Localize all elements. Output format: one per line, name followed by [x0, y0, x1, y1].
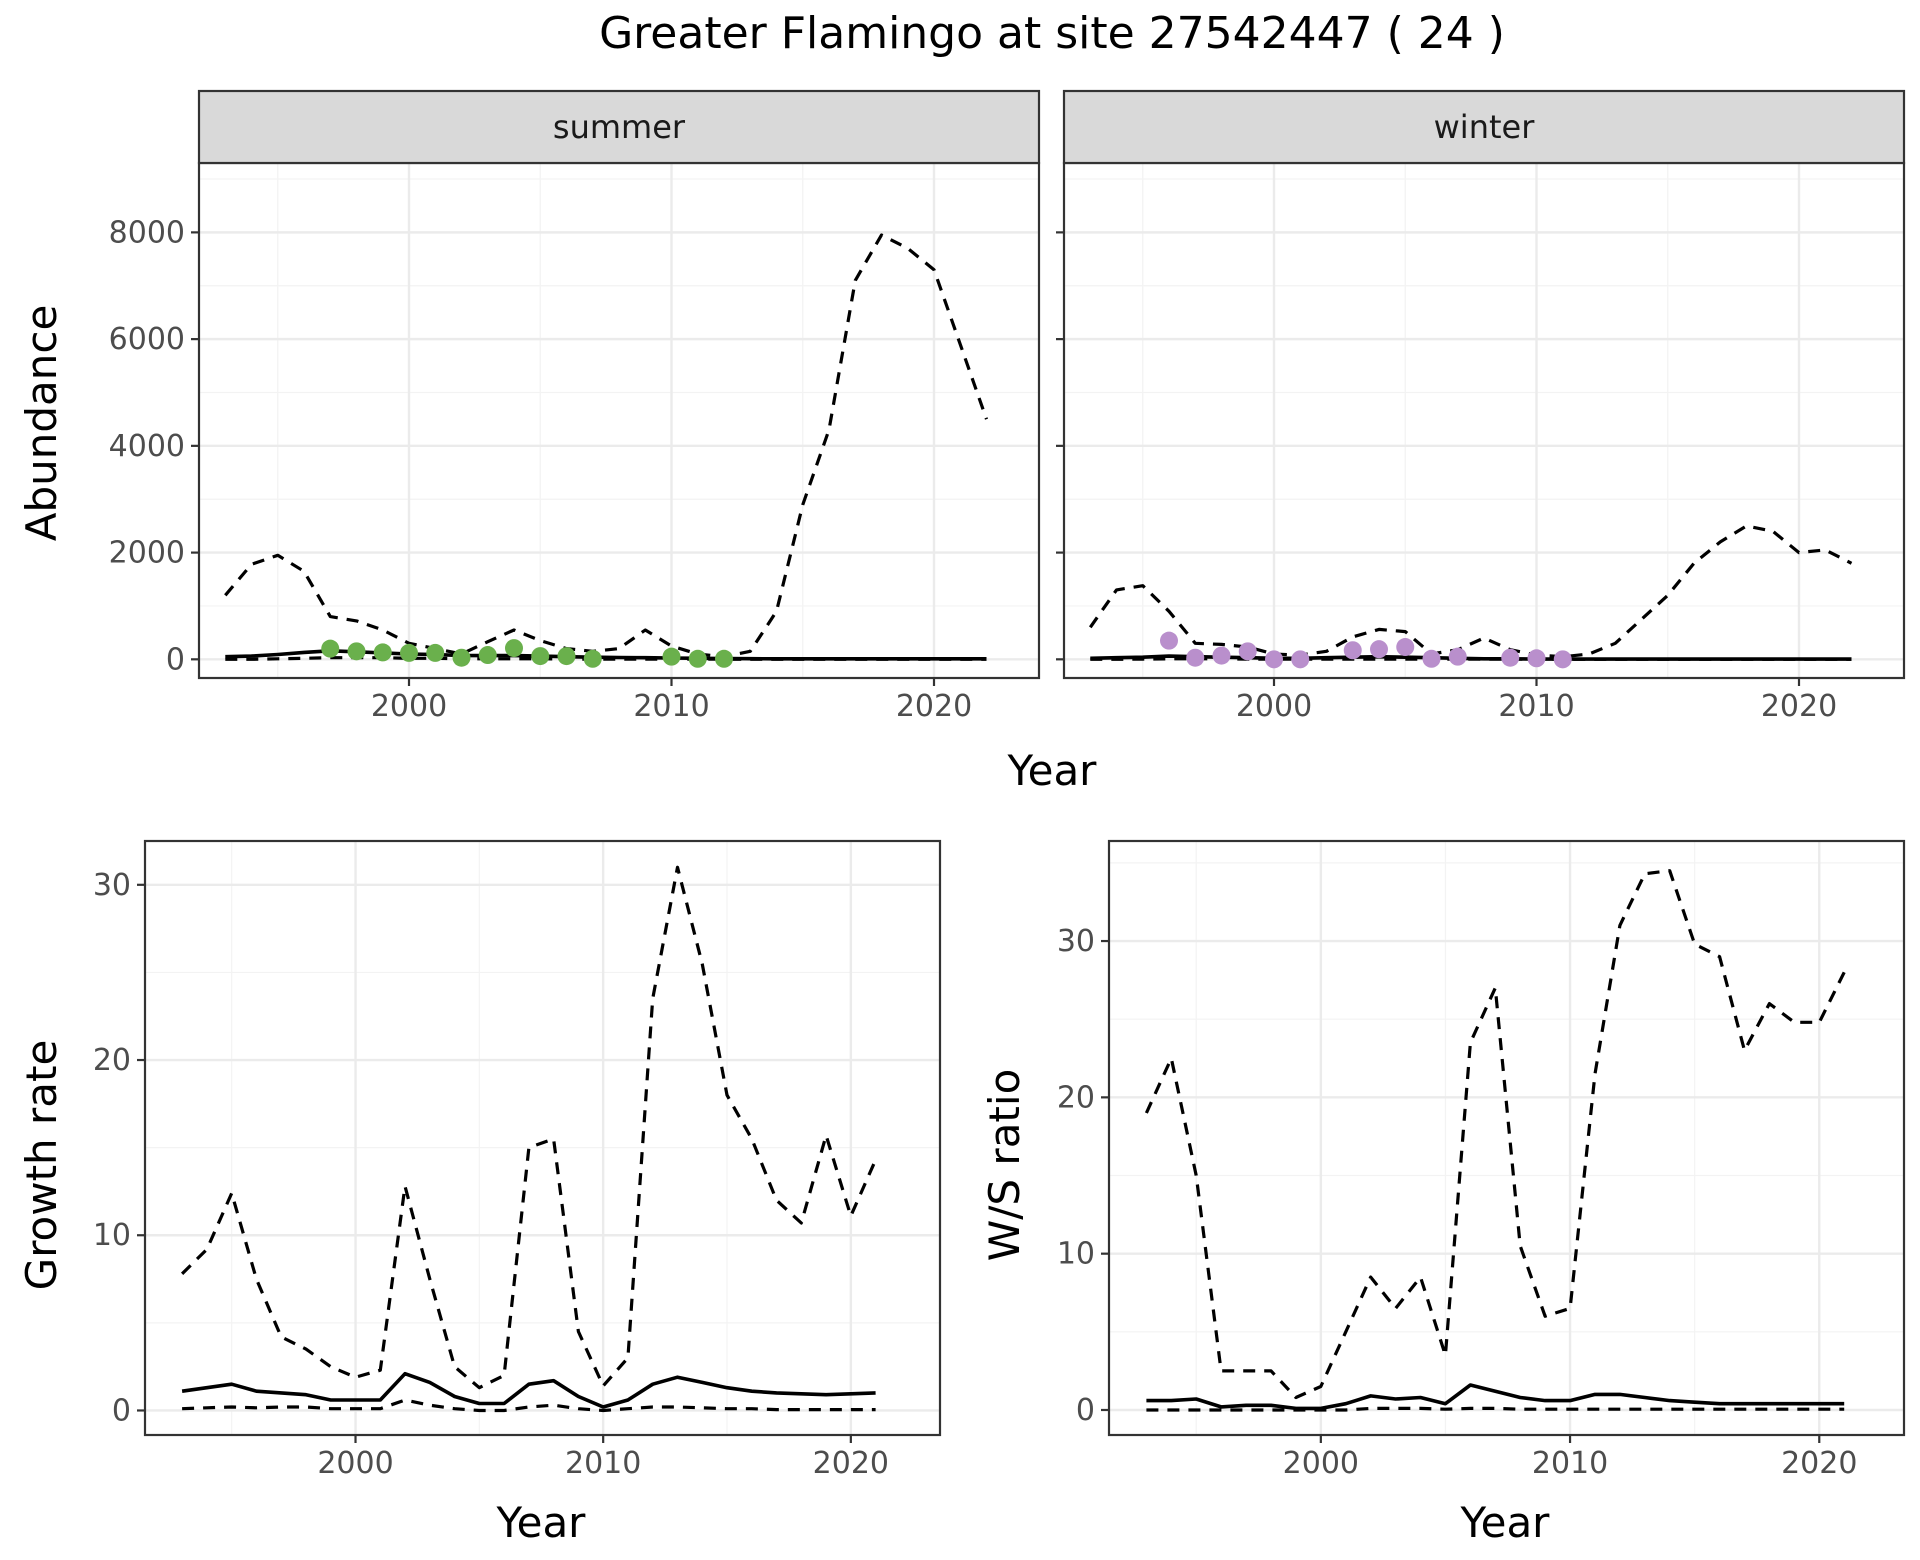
x-tick-label: 2000 [371, 689, 447, 724]
growth-y-axis-title: Growth rate [17, 1040, 66, 1291]
count-point [1291, 650, 1310, 669]
count-point [505, 639, 523, 658]
x-tick-label: 2000 [317, 1446, 393, 1481]
y-tick-label: 2000 [109, 536, 185, 571]
count-point [662, 647, 681, 666]
facet-strip [1062, 89, 1906, 165]
x-tick-label: 2000 [1283, 1446, 1359, 1481]
y-tick-label: 20 [1057, 1080, 1095, 1115]
x-tick-label: 2010 [565, 1446, 641, 1481]
count-point [452, 648, 471, 667]
count-point [1527, 649, 1546, 668]
ws-ratio-panel: 2000 2010 2020 0 10 20 30 [1057, 839, 1906, 1481]
count-point [1422, 649, 1441, 668]
plot-background [199, 163, 1039, 678]
plot-data [1088, 524, 1853, 669]
top-y-axis-title: Abundance [17, 305, 66, 542]
count-point [1160, 631, 1178, 650]
count-point [426, 643, 445, 662]
count-point [1186, 648, 1205, 667]
y-tick-label: 20 [93, 1043, 131, 1078]
y-tick-label: 30 [1057, 924, 1095, 959]
facet-label-summer: summer [553, 108, 686, 146]
x-tick-label: 2010 [1498, 689, 1574, 724]
series-line-1-dashed [1088, 524, 1853, 659]
plot-data [180, 865, 878, 1413]
plot-data [1144, 869, 1846, 1412]
plot-data [224, 233, 989, 668]
count-point [321, 639, 340, 658]
count-point [1553, 650, 1572, 669]
top-x-axis-title: Year [1007, 746, 1098, 795]
ratio-y-axis-title: W/S ratio [980, 1069, 1029, 1262]
count-point [557, 647, 576, 666]
figure-title: Greater Flamingo at site 27542447 ( 24 ) [599, 8, 1505, 59]
series-line-2-solid [181, 1371, 876, 1409]
y-tick-label: 0 [1076, 1393, 1095, 1428]
count-point [1396, 638, 1415, 657]
y-tick-label: 6000 [109, 322, 185, 357]
count-point [531, 647, 550, 666]
x-tick-label: 2000 [1236, 689, 1312, 724]
count-point [400, 643, 418, 662]
plot-background [145, 841, 940, 1435]
y-tick-label: 10 [1057, 1237, 1095, 1272]
x-tick-label: 2020 [813, 1446, 889, 1481]
ratio-x-axis-title: Year [1460, 1498, 1551, 1547]
count-point [478, 646, 497, 665]
plot-background [1064, 163, 1904, 678]
x-tick-label: 2020 [1761, 689, 1837, 724]
summer-panel: summer 2000 2010 2020 0 2000 4000 6000 8000 [109, 89, 1041, 724]
count-point [347, 642, 366, 661]
winter-panel: winter 2000 2010 2020 [1056, 89, 1906, 724]
growth-x-axis-title: Year [496, 1498, 587, 1547]
count-point [1501, 648, 1520, 667]
series-line-2-solid [1146, 1383, 1845, 1411]
growth-rate-panel: 2000 2010 2020 0 10 20 30 [93, 839, 942, 1481]
count-point [715, 649, 733, 668]
series-line-3-dashed [1146, 1406, 1845, 1412]
count-point [1212, 646, 1231, 665]
y-tick-label: 30 [93, 868, 131, 903]
plot-background [1109, 841, 1904, 1435]
count-point [583, 649, 602, 668]
series-line-3-dashed [182, 1398, 876, 1413]
y-tick-label: 8000 [109, 215, 185, 250]
series-line-1-dashed [224, 233, 989, 659]
y-tick-label: 0 [166, 642, 185, 677]
x-tick-label: 2020 [896, 689, 972, 724]
count-point [1265, 650, 1283, 669]
x-tick-label: 2010 [1532, 1446, 1608, 1481]
y-tick-label: 0 [112, 1393, 131, 1428]
x-tick-label: 2010 [633, 689, 709, 724]
panel-border [1107, 839, 1906, 1437]
count-point [1448, 647, 1467, 666]
facet-strip [197, 89, 1041, 165]
count-point [688, 649, 707, 668]
facet-label-winter: winter [1434, 108, 1536, 146]
count-point [1343, 641, 1362, 660]
y-tick-label: 10 [93, 1218, 131, 1253]
count-point [1238, 642, 1257, 661]
count-point [1370, 640, 1388, 659]
x-tick-label: 2020 [1781, 1446, 1857, 1481]
panel-border [143, 839, 942, 1437]
y-tick-label: 4000 [109, 429, 185, 464]
count-point [373, 643, 392, 662]
